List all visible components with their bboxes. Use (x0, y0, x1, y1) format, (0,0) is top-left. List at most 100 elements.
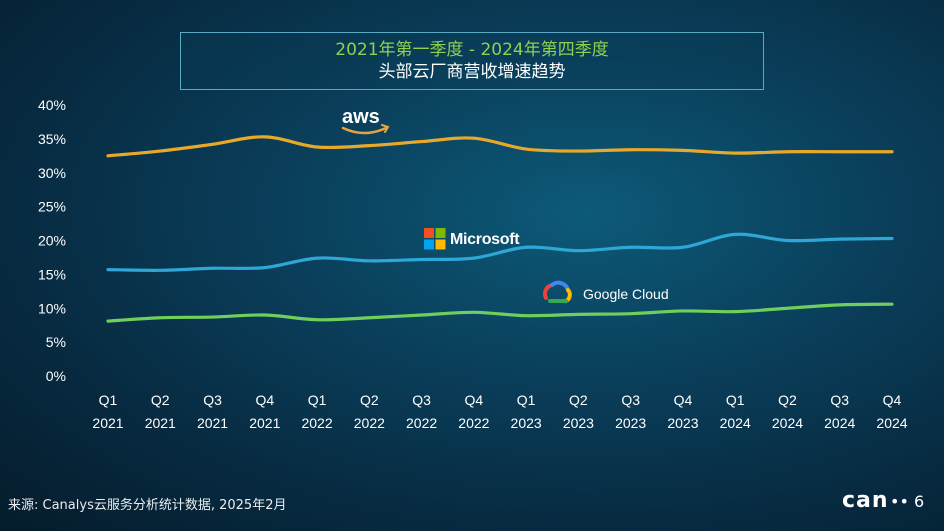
data-point-google-cloud (263, 314, 266, 317)
data-point-microsoft (472, 257, 475, 260)
data-point-microsoft (629, 246, 632, 249)
x-tick-label-quarter: Q2 (151, 392, 170, 408)
y-tick-label: 20% (38, 233, 66, 249)
chart-title-main: 头部云厂商营收增速趋势 (378, 62, 566, 82)
data-point-aws (159, 150, 162, 153)
x-tick-label-year: 2024 (772, 415, 803, 431)
series-line-aws (106, 135, 894, 158)
data-point-google-cloud (577, 313, 580, 316)
data-point-microsoft (734, 233, 737, 236)
canalys-logo: can (842, 488, 889, 513)
data-point-google-cloud (838, 303, 841, 306)
data-point-microsoft (420, 258, 423, 261)
data-point-google-cloud (159, 316, 162, 319)
x-tick-label-quarter: Q2 (360, 392, 379, 408)
data-point-google-cloud (681, 309, 684, 312)
x-tick-label-year: 2021 (197, 415, 228, 431)
x-tick-label-year: 2023 (667, 415, 698, 431)
data-point-aws (577, 150, 580, 153)
series-line-google-cloud (106, 302, 894, 323)
data-point-microsoft (891, 237, 894, 240)
x-tick-label-year: 2024 (824, 415, 855, 431)
x-tick-label-quarter: Q1 (726, 392, 745, 408)
data-point-microsoft (838, 238, 841, 241)
data-point-google-cloud (368, 316, 371, 319)
x-tick-label-year: 2024 (720, 415, 751, 431)
data-point-aws (891, 150, 894, 153)
x-tick-label-year: 2023 (563, 415, 594, 431)
data-point-aws (838, 150, 841, 153)
x-tick-label-year: 2021 (92, 415, 123, 431)
microsoft-logo-square (424, 239, 434, 250)
data-point-google-cloud (629, 312, 632, 315)
data-point-aws (525, 148, 528, 151)
data-point-google-cloud (472, 311, 475, 314)
x-tick-label-quarter: Q1 (517, 392, 536, 408)
x-tick-label-year: 2022 (301, 415, 332, 431)
data-point-google-cloud (891, 303, 894, 306)
series-line-microsoft (106, 232, 894, 272)
data-point-aws (263, 135, 266, 138)
google-cloud-icon (542, 283, 554, 300)
data-point-microsoft (316, 257, 319, 260)
x-tick-label-year: 2023 (511, 415, 542, 431)
data-point-google-cloud (316, 318, 319, 321)
x-tick-label-quarter: Q2 (778, 392, 797, 408)
x-tick-label-quarter: Q3 (412, 392, 431, 408)
series-label-microsoft: Microsoft (450, 231, 520, 248)
data-point-microsoft (786, 239, 789, 242)
x-tick-label-quarter: Q3 (830, 392, 849, 408)
canalys-logo-tail: •• 6 (890, 492, 925, 511)
data-point-microsoft (159, 269, 162, 272)
data-point-microsoft (681, 246, 684, 249)
series-label-google-cloud: Google Cloud (583, 286, 669, 302)
data-point-aws (786, 150, 789, 153)
x-tick-label-quarter: Q4 (674, 392, 693, 408)
microsoft-logo-square (424, 228, 434, 238)
y-tick-label: 10% (38, 300, 66, 316)
x-tick-label-year: 2022 (458, 415, 489, 431)
source-note: 来源: Canalys云服务分析统计数据, 2025年2月 (8, 498, 287, 513)
x-tick-label-quarter: Q4 (255, 392, 274, 408)
y-tick-label: 40% (38, 97, 66, 113)
x-tick-label-quarter: Q1 (308, 392, 327, 408)
series-label-aws: aws (342, 106, 380, 128)
data-point-microsoft (525, 246, 528, 249)
data-point-aws (316, 146, 319, 149)
data-point-microsoft (577, 249, 580, 252)
data-point-aws (211, 143, 214, 146)
y-tick-label: 15% (38, 266, 66, 282)
microsoft-logo-square (435, 228, 446, 238)
data-point-aws (629, 148, 632, 151)
x-tick-label-year: 2024 (876, 415, 907, 431)
data-point-aws (107, 154, 110, 157)
x-tick-label-year: 2023 (615, 415, 646, 431)
data-point-microsoft (368, 259, 371, 262)
data-point-microsoft (211, 267, 214, 270)
x-tick-label-year: 2021 (249, 415, 280, 431)
x-tick-label-quarter: Q1 (99, 392, 118, 408)
data-point-google-cloud (525, 314, 528, 317)
data-point-google-cloud (786, 307, 789, 310)
x-tick-label-quarter: Q4 (465, 392, 484, 408)
data-point-aws (681, 149, 684, 152)
data-point-aws (420, 140, 423, 143)
x-tick-label-quarter: Q4 (883, 392, 902, 408)
aws-smile-icon (341, 126, 388, 135)
data-point-microsoft (107, 268, 110, 271)
microsoft-logo-square (435, 239, 446, 250)
y-tick-label: 35% (38, 131, 66, 147)
data-point-aws (472, 137, 475, 140)
x-tick-label-year: 2022 (354, 415, 385, 431)
y-tick-label: 5% (46, 334, 66, 350)
data-point-google-cloud (420, 314, 423, 317)
data-point-aws (734, 152, 737, 155)
x-tick-label-quarter: Q3 (203, 392, 222, 408)
x-tick-label-quarter: Q2 (569, 392, 588, 408)
y-tick-label: 25% (38, 199, 66, 215)
google-cloud-icon (550, 280, 570, 292)
x-tick-label-quarter: Q3 (621, 392, 640, 408)
aws-arrow-icon (381, 124, 390, 133)
chart-title-period: 2021年第一季度 - 2024年第四季度 (335, 40, 609, 60)
